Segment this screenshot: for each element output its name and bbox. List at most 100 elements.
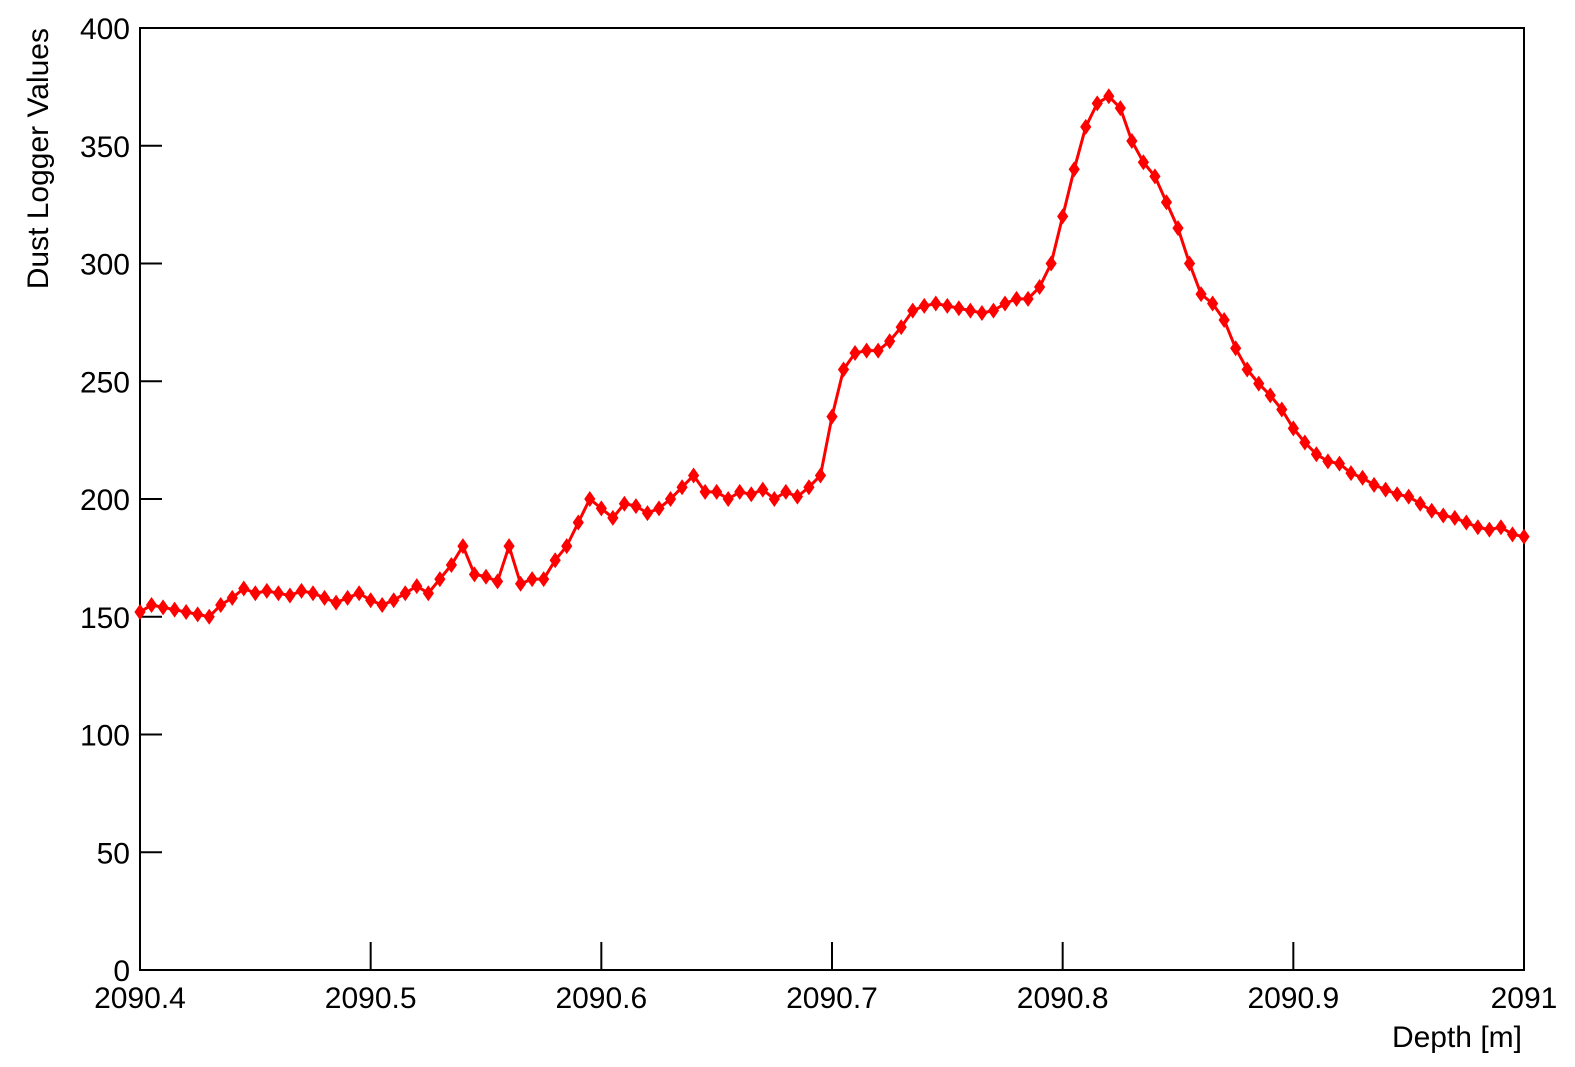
data-point [261, 582, 273, 599]
data-point [1103, 88, 1115, 105]
data-point [1091, 95, 1103, 112]
data-point [1299, 434, 1311, 451]
data-point [941, 297, 953, 314]
data-point [318, 589, 331, 606]
data-point [930, 295, 942, 312]
data-point [157, 599, 169, 616]
data-point [480, 568, 492, 585]
data-point [549, 552, 561, 569]
data-point [445, 556, 457, 573]
data-point [1391, 486, 1403, 503]
data-point [1426, 502, 1438, 519]
data-point [1403, 488, 1415, 505]
data-point [987, 302, 1000, 319]
data-point [295, 582, 308, 599]
data-point [468, 566, 481, 583]
data-point [134, 604, 146, 621]
data-point [1322, 453, 1334, 470]
data-point [837, 361, 850, 378]
data-point [1149, 168, 1161, 185]
data-point [284, 587, 296, 604]
data-point [688, 467, 700, 484]
data-point [226, 589, 238, 606]
data-point [757, 481, 769, 498]
data-point [711, 483, 723, 500]
data-point [1264, 387, 1276, 404]
data-point [422, 585, 434, 602]
data-point [1287, 420, 1299, 437]
data-point [1495, 519, 1507, 536]
data-point [411, 578, 423, 595]
data-point [1506, 526, 1519, 543]
data-point [1518, 528, 1530, 545]
y-tick-label: 150 [80, 602, 130, 635]
data-point [1114, 100, 1126, 117]
data-point [1126, 133, 1138, 150]
data-point [1483, 521, 1495, 538]
data-point [434, 571, 446, 588]
data-point [918, 297, 930, 314]
x-tick-label: 2090.6 [555, 982, 647, 1015]
data-point [491, 573, 504, 590]
data-point [607, 509, 619, 526]
data-point [964, 302, 976, 319]
data-point [907, 302, 919, 319]
data-point [399, 585, 411, 602]
data-point [849, 344, 861, 361]
data-line [139, 94, 1525, 619]
data-point [342, 589, 354, 606]
data-point [1068, 161, 1080, 178]
data-point [1449, 509, 1461, 526]
data-point [457, 538, 469, 555]
data-point [1253, 375, 1265, 392]
data-point [330, 594, 342, 611]
data-point [1022, 290, 1034, 307]
data-point [1045, 255, 1057, 272]
data-point [1080, 118, 1092, 135]
data-point [561, 538, 573, 555]
x-tick-label: 2091 [1491, 982, 1558, 1015]
data-point [618, 495, 630, 512]
data-point [1310, 446, 1322, 463]
x-tick-label: 2090.4 [94, 982, 186, 1015]
data-point [1276, 401, 1288, 418]
data-point [203, 608, 215, 625]
plot-frame [139, 27, 1525, 971]
data-point [676, 479, 688, 496]
y-tick-label: 50 [97, 837, 130, 870]
data-point [180, 604, 192, 621]
data-point [388, 592, 400, 609]
data-point [722, 491, 734, 507]
data-point [215, 596, 227, 613]
x-tick-label: 2090.7 [786, 982, 878, 1015]
data-point [745, 486, 757, 503]
data-point [1241, 361, 1253, 378]
data-point [249, 585, 261, 602]
data-point [169, 601, 181, 618]
data-point [653, 500, 665, 517]
x-tick-label: 2090.8 [1017, 982, 1109, 1015]
data-point [192, 606, 204, 623]
data-point [572, 514, 584, 531]
data-point [1034, 279, 1046, 296]
data-point [630, 498, 642, 515]
data-point [1137, 154, 1149, 171]
data-point [664, 491, 677, 507]
data-point [515, 575, 527, 592]
data-point [953, 300, 965, 317]
data-point [272, 585, 284, 602]
data-point [1333, 455, 1346, 472]
data-point [1437, 507, 1449, 524]
data-point [1472, 519, 1484, 536]
data-point [365, 592, 377, 609]
data-point [1057, 208, 1069, 225]
data-point [1380, 481, 1392, 498]
data-point [145, 596, 158, 613]
data-point [999, 295, 1011, 312]
y-tick-label: 200 [80, 484, 130, 517]
data-point [1230, 340, 1242, 357]
data-point [526, 571, 538, 588]
y-tick-label: 100 [80, 720, 130, 753]
data-point [307, 585, 319, 602]
